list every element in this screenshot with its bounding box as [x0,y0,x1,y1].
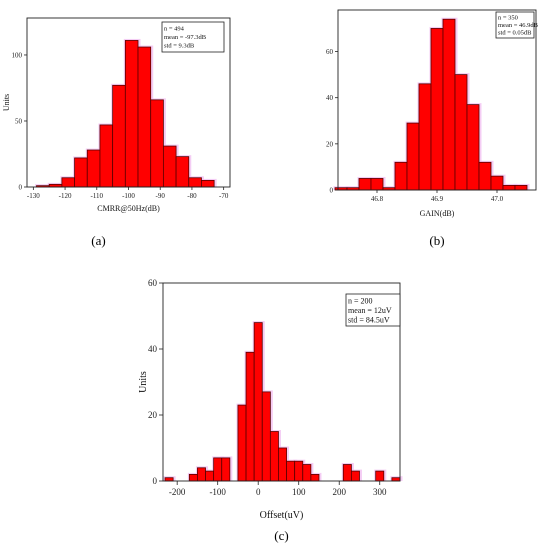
y-axis-label: Units [2,94,11,111]
x-axis-label: Offset(uV) [260,510,304,521]
histogram-bar [150,99,164,188]
panel-label: (a) [91,233,105,248]
histogram-bar [342,464,352,482]
stats-line: std = 0.05dB [498,30,532,37]
x-tick-label: 200 [332,487,346,497]
x-tick-label: 46.8 [371,195,384,203]
histogram-bar [394,161,408,191]
histogram-bar [188,473,198,482]
stats-line: n = 200 [348,297,373,306]
x-tick-label: -130 [27,192,40,200]
histogram-bar [213,457,223,482]
y-tick-label: 20 [326,140,334,148]
histogram-bar [269,431,279,482]
histogram-bar [261,391,271,482]
histogram-bar [124,40,139,188]
stats-box [495,11,535,39]
stats-box [161,21,225,53]
histogram-bar [253,322,263,482]
x-tick-label: -110 [90,192,103,200]
y-tick-label: 0 [19,183,23,191]
x-tick-label: 100 [292,487,306,497]
histogram-bar [514,184,528,191]
x-tick-label: -70 [219,192,229,200]
histogram-bar [188,177,202,188]
panel-label: (c) [274,528,288,543]
x-tick-label: -200 [169,487,186,497]
histogram-bar [302,464,312,482]
histogram-bar [61,177,75,188]
histogram-bar [358,178,372,191]
histogram-bar [99,124,114,188]
stats-line: std = 84.5uV [348,316,390,325]
y-tick-label: 0 [153,476,158,486]
x-tick-label: -120 [59,192,72,200]
y-tick-label: 60 [326,48,334,56]
histogram-bar [137,46,152,188]
histogram-bar [197,467,206,482]
histogram-bar [175,156,190,188]
histogram-bar [430,28,444,191]
y-tick-label: 20 [148,410,158,420]
y-tick-label: 60 [148,278,158,288]
plot-frame [162,282,401,482]
histogram-bar [112,84,126,188]
histogram-bar [478,161,492,191]
histogram-bar [278,447,287,482]
stats-line: mean = 12uV [348,306,392,315]
histogram-bar [205,470,215,482]
x-tick-label: 47.0 [491,195,504,203]
histogram-bar [86,149,101,188]
stats-line: std = 9.3dB [164,43,195,50]
y-tick-label: 40 [326,94,334,102]
histogram-bar [391,477,401,482]
x-tick-label: 0 [256,487,261,497]
histogram-bar [310,473,320,482]
stats-line: n = 494 [164,26,185,33]
y-tick-label: 40 [148,344,158,354]
histogram-panel-3: -200 -100 0 100 200 300 0 20 40 60 Offset(uV) Units… [138,278,403,543]
histogram-bar [466,104,480,191]
y-tick-label: 50 [15,117,23,125]
histogram-bar [164,477,174,482]
histogram-bar [454,74,468,191]
x-tick-label: -80 [187,192,197,200]
histogram-bar [162,145,177,188]
x-tick-label: -100 [122,192,135,200]
x-axis-label: CMRR@50Hz(dB) [97,204,160,213]
stats-line: n = 350 [498,15,518,22]
x-tick-label: -90 [156,192,166,200]
histogram-bar [418,83,432,191]
stats-box [345,293,401,327]
histogram-bar [201,179,215,188]
histogram-bar [294,460,304,482]
histogram-bar [237,404,247,482]
y-axis-label: Units [138,371,149,393]
histogram-bar [221,457,231,482]
histogram-panel-1: -130 -120 -110 -100 -90 -80 -70 0 50 100 CMRR@50Hz… [2,17,231,248]
histogram-bar [375,470,385,482]
x-axis-label: GAIN(dB) [420,209,455,218]
histogram-bar [406,122,420,191]
stats-line: mean = -97.3dB [164,34,207,41]
panel-label: (b) [429,233,444,248]
histogram-bar [74,157,88,188]
histogram-bar [502,184,516,191]
stats-line: mean = 46.9dB [498,22,539,29]
y-tick-label: 100 [12,51,23,59]
histogram-bar [286,460,296,482]
histogram-bar [245,351,255,482]
histogram-bar [350,470,360,482]
x-tick-label: -100 [209,487,226,497]
y-tick-label: 0 [330,186,334,194]
histogram-bar [442,18,456,191]
x-tick-label: 300 [373,487,387,497]
histogram-bar [490,175,504,191]
x-tick-label: 46.9 [431,195,444,203]
histogram-bar [370,178,384,191]
